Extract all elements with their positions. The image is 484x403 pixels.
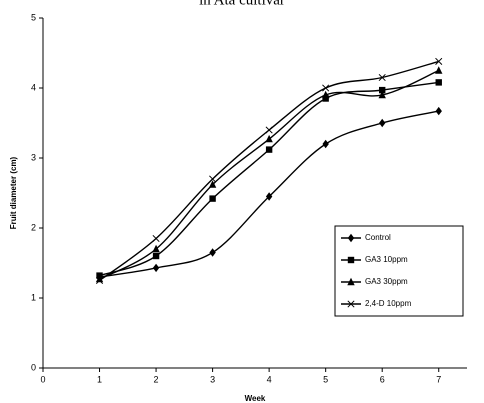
legend: Control GA3 10ppm GA3 30ppm 2,4-D 10ppm <box>334 225 464 317</box>
data-point <box>209 175 217 183</box>
legend-marker <box>347 233 355 243</box>
data-point <box>209 195 216 202</box>
x-tick-label: 3 <box>210 374 215 384</box>
data-point <box>378 73 386 82</box>
legend-marker <box>347 277 355 286</box>
legend-label: GA3 30ppm <box>365 277 408 286</box>
y-tick-label: 0 <box>31 362 36 372</box>
data-point <box>265 146 273 153</box>
data-point <box>435 79 442 86</box>
data-point <box>152 252 160 260</box>
data-point <box>95 276 104 285</box>
legend-label: GA3 10ppm <box>365 255 408 264</box>
y-axis-label: Fruit diameter (cm) <box>9 156 18 229</box>
x-axis-label: Week <box>245 394 266 403</box>
x-tick-label: 6 <box>380 374 385 384</box>
y-tick-label: 1 <box>31 292 36 302</box>
data-point <box>152 234 160 243</box>
y-tick-label: 3 <box>31 152 36 162</box>
chart-title: in Ata cultivar <box>199 0 285 8</box>
data-point <box>322 139 329 149</box>
data-point <box>265 126 273 134</box>
y-tick-label: 5 <box>31 12 36 22</box>
data-point <box>379 86 386 94</box>
x-tick-label: 4 <box>267 374 272 384</box>
data-point <box>378 90 386 99</box>
data-point <box>435 66 443 74</box>
data-point <box>209 248 216 257</box>
x-tick-label: 5 <box>323 374 328 384</box>
legend-box <box>334 225 464 317</box>
legend-marker <box>347 256 355 264</box>
data-point <box>152 263 160 273</box>
data-point <box>265 134 273 143</box>
data-point <box>435 57 443 65</box>
x-tick-label: 7 <box>436 374 441 384</box>
data-point <box>95 274 104 283</box>
x-tick-label: 2 <box>154 374 159 384</box>
legend-label: 2,4-D 10ppm <box>365 299 412 308</box>
data-point <box>208 180 217 188</box>
y-tick-label: 4 <box>31 82 36 92</box>
data-point <box>435 106 442 116</box>
data-point <box>322 84 330 92</box>
data-point <box>152 244 160 253</box>
data-point <box>322 95 329 102</box>
x-tick-label: 1 <box>97 374 102 384</box>
data-point <box>379 118 386 128</box>
data-point <box>321 90 330 99</box>
x-tick-label: 0 <box>40 374 45 384</box>
legend-marker <box>347 300 355 308</box>
data-point <box>265 192 273 201</box>
legend-label: Control <box>365 233 391 242</box>
y-tick-label: 2 <box>31 222 36 232</box>
